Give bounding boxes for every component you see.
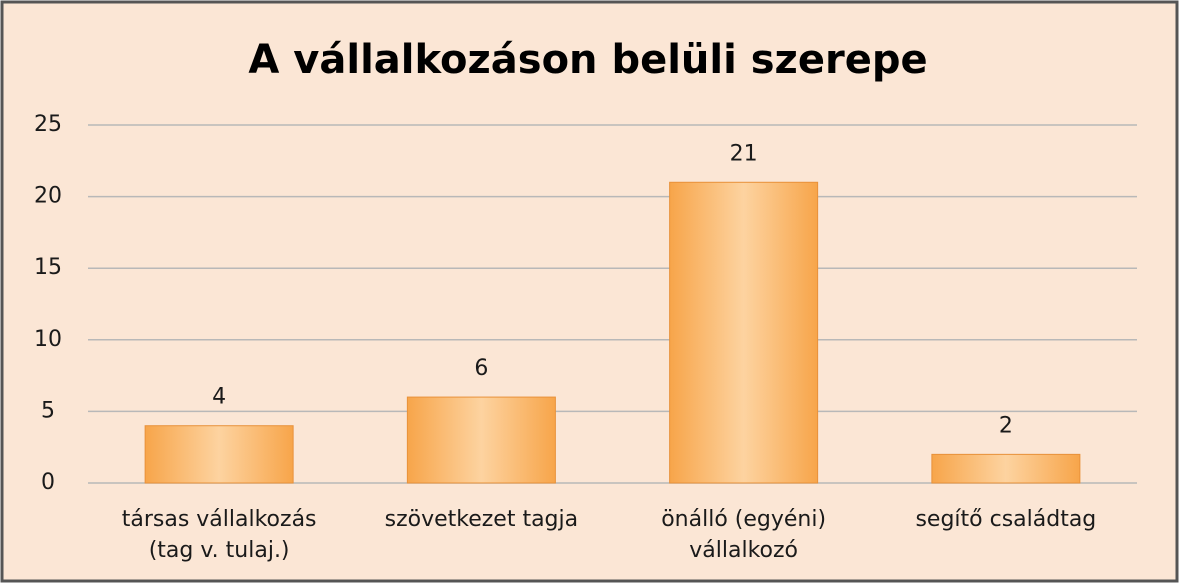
y-tick-label: 5 <box>41 398 55 423</box>
bar <box>406 396 556 484</box>
bar <box>669 181 819 484</box>
data-label: 21 <box>730 141 758 166</box>
x-tick-label: (tag v. tulaj.) <box>149 538 290 563</box>
bar <box>144 425 294 484</box>
x-tick-label: vállalkozó <box>689 538 798 563</box>
x-tick-label: társas vállalkozás <box>122 507 317 532</box>
y-tick-label: 0 <box>41 470 55 495</box>
y-tick-label: 25 <box>34 112 62 137</box>
x-tick-label: segítő családtag <box>915 507 1096 532</box>
y-tick-label: 20 <box>34 184 62 209</box>
data-label: 4 <box>212 385 226 410</box>
chart-title: A vállalkozáson belüli szerepe <box>248 37 927 83</box>
bar <box>931 453 1081 484</box>
data-label: 6 <box>474 356 488 381</box>
data-label: 2 <box>999 413 1013 438</box>
x-tick-label: szövetkezet tagja <box>385 507 579 532</box>
y-tick-label: 15 <box>34 255 62 280</box>
y-tick-label: 10 <box>34 327 62 352</box>
x-tick-label: önálló (egyéni) <box>661 507 826 532</box>
